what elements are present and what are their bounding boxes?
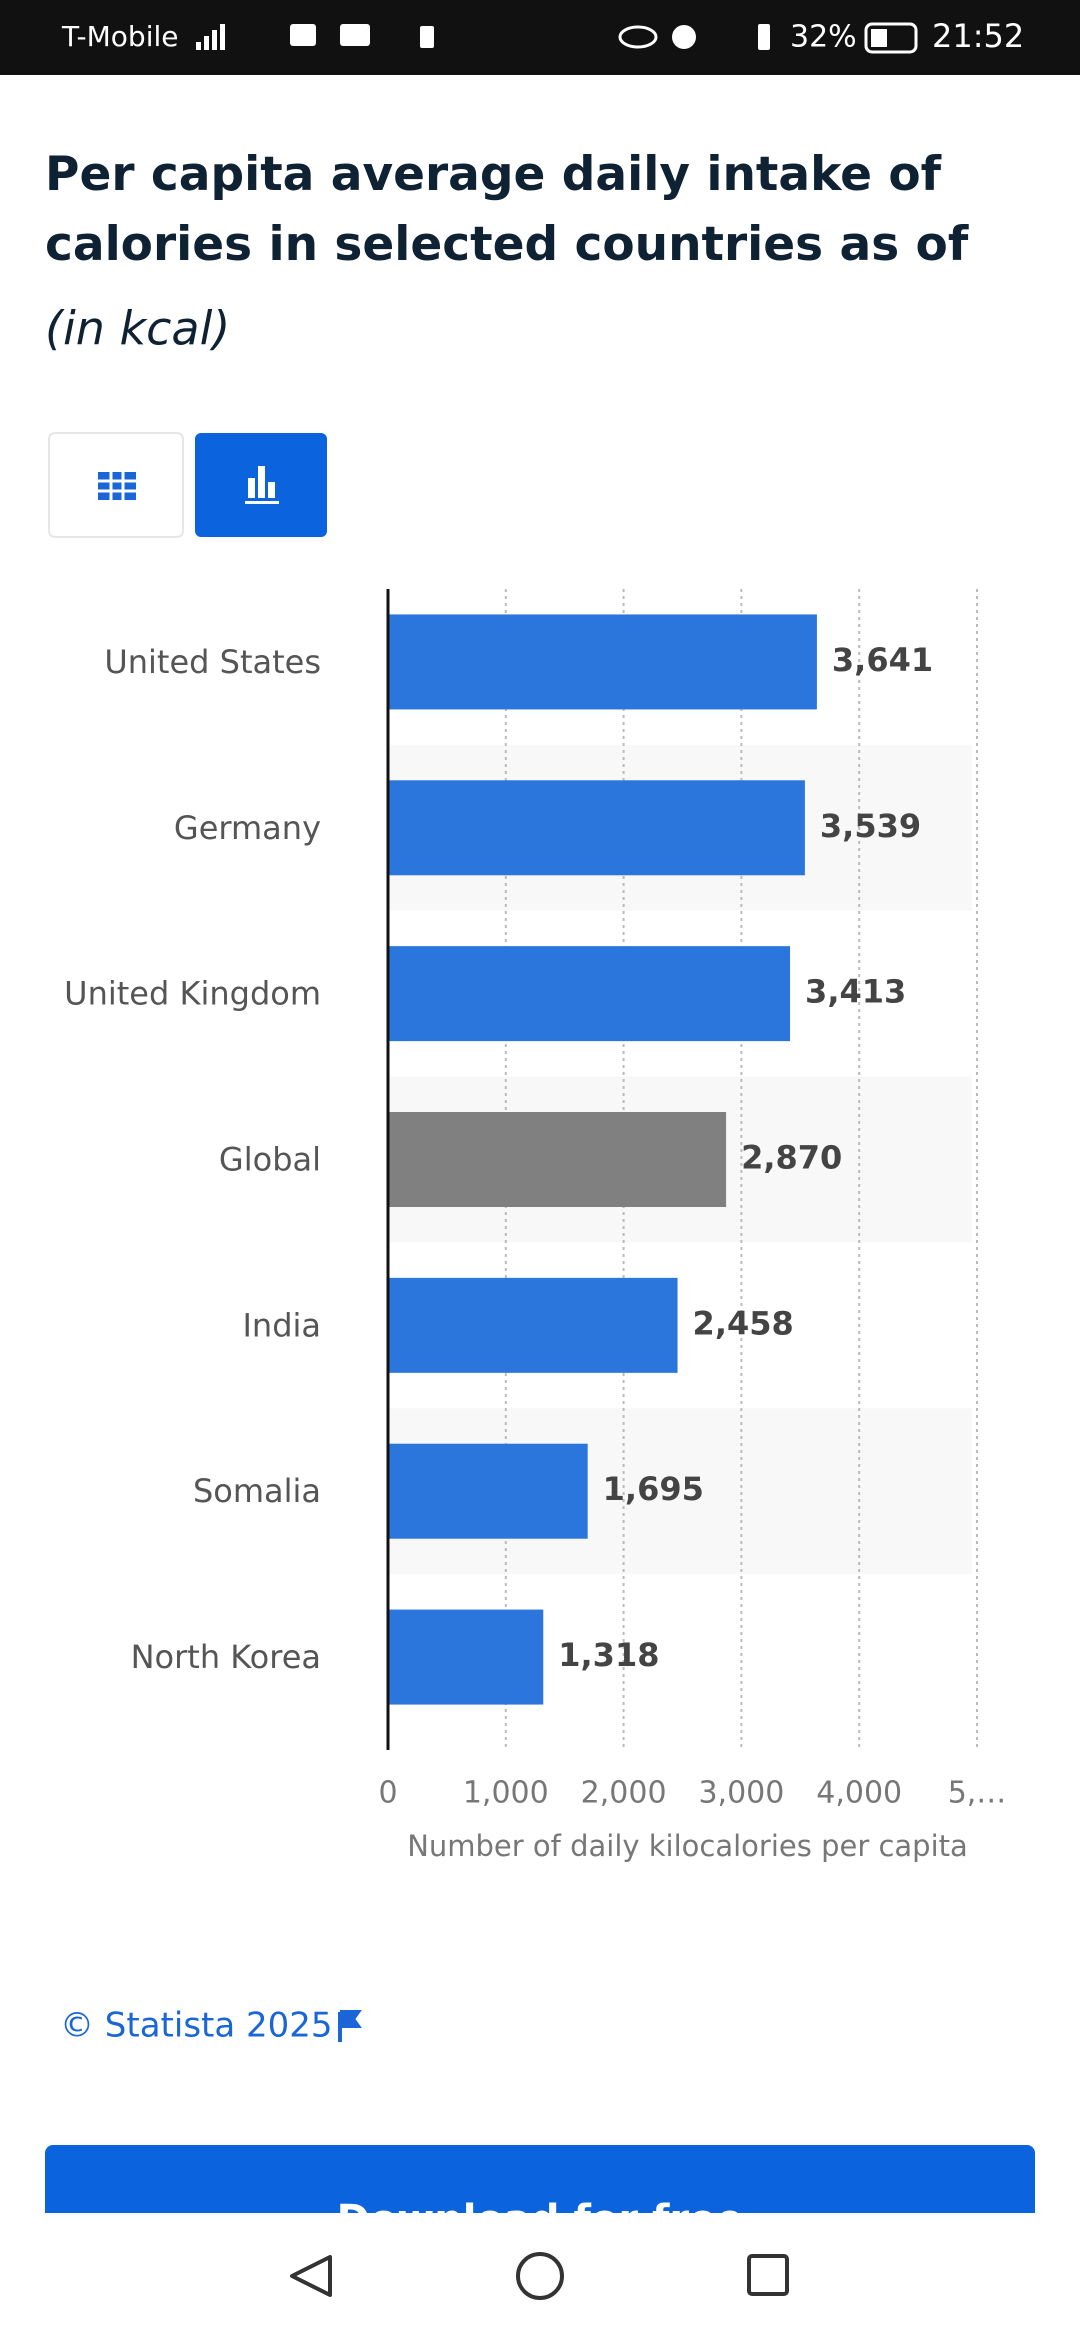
battery-percent: 32% xyxy=(790,20,857,55)
bar xyxy=(388,1443,588,1539)
y-tick-label: United Kingdom xyxy=(64,975,321,1013)
back-button[interactable] xyxy=(290,2255,332,2297)
bar xyxy=(388,946,791,1042)
table-icon xyxy=(98,472,136,500)
x-tick-label: 2,000 xyxy=(581,1776,667,1811)
y-tick-label: India xyxy=(242,1306,321,1344)
x-tick-label: 1,000 xyxy=(463,1776,549,1811)
y-tick-label: Global xyxy=(219,1141,321,1179)
data-label: 2,458 xyxy=(693,1304,794,1342)
download-button[interactable] xyxy=(45,2145,1035,2265)
x-tick-label: 5,… xyxy=(948,1776,1007,1811)
y-tick-label: Germany xyxy=(174,809,321,847)
y-tick-label: United States xyxy=(104,643,321,681)
chart-title: Per capita average daily intake of calor… xyxy=(45,147,969,290)
data-label: 2,870 xyxy=(741,1139,842,1177)
x-axis-label: Number of daily kilocalories per capita xyxy=(407,1829,968,1863)
title-box: Per capita average daily intake of calor… xyxy=(45,147,969,290)
bar xyxy=(388,1609,544,1705)
recents-button[interactable] xyxy=(747,2254,789,2296)
table-icon-lines xyxy=(98,472,136,500)
bar xyxy=(388,614,817,710)
status-icons xyxy=(196,24,770,50)
home-button[interactable] xyxy=(516,2252,564,2300)
battery-icon xyxy=(864,22,918,54)
download-button-label: Download for free xyxy=(337,2197,744,2243)
nav-bar xyxy=(0,2213,1080,2340)
copyright[interactable]: © Statista 2025 xyxy=(60,2006,333,2046)
download-button-wrap: Download for free xyxy=(45,2145,1035,2265)
chart: 0 1,000 2,000 3,000 4,000 5,… Number of daily … xyxy=(64,589,1006,1863)
flag-icon[interactable] xyxy=(338,2010,362,2042)
y-tick-label: Somalia xyxy=(193,1472,321,1510)
x-tick-label: 4,000 xyxy=(816,1776,902,1811)
chart-icon xyxy=(245,466,279,504)
battery-level xyxy=(871,29,887,47)
data-label: 1,695 xyxy=(603,1470,704,1508)
clock: 21:52 xyxy=(932,17,1024,55)
carrier: T-Mobile xyxy=(61,20,178,53)
data-label: 3,641 xyxy=(832,641,933,679)
y-tick-label: North Korea xyxy=(131,1638,321,1676)
x-tick-label: 3,000 xyxy=(698,1776,784,1811)
status-bar xyxy=(0,0,1080,75)
data-label: 3,539 xyxy=(820,807,921,845)
data-label: 1,318 xyxy=(558,1636,659,1674)
bar xyxy=(388,1112,727,1207)
x-tick-label: 0 xyxy=(378,1776,397,1811)
bar xyxy=(388,1277,678,1373)
data-label: 3,413 xyxy=(805,973,906,1011)
bar xyxy=(388,780,805,876)
chart-subtitle: (in kcal) xyxy=(45,302,230,356)
